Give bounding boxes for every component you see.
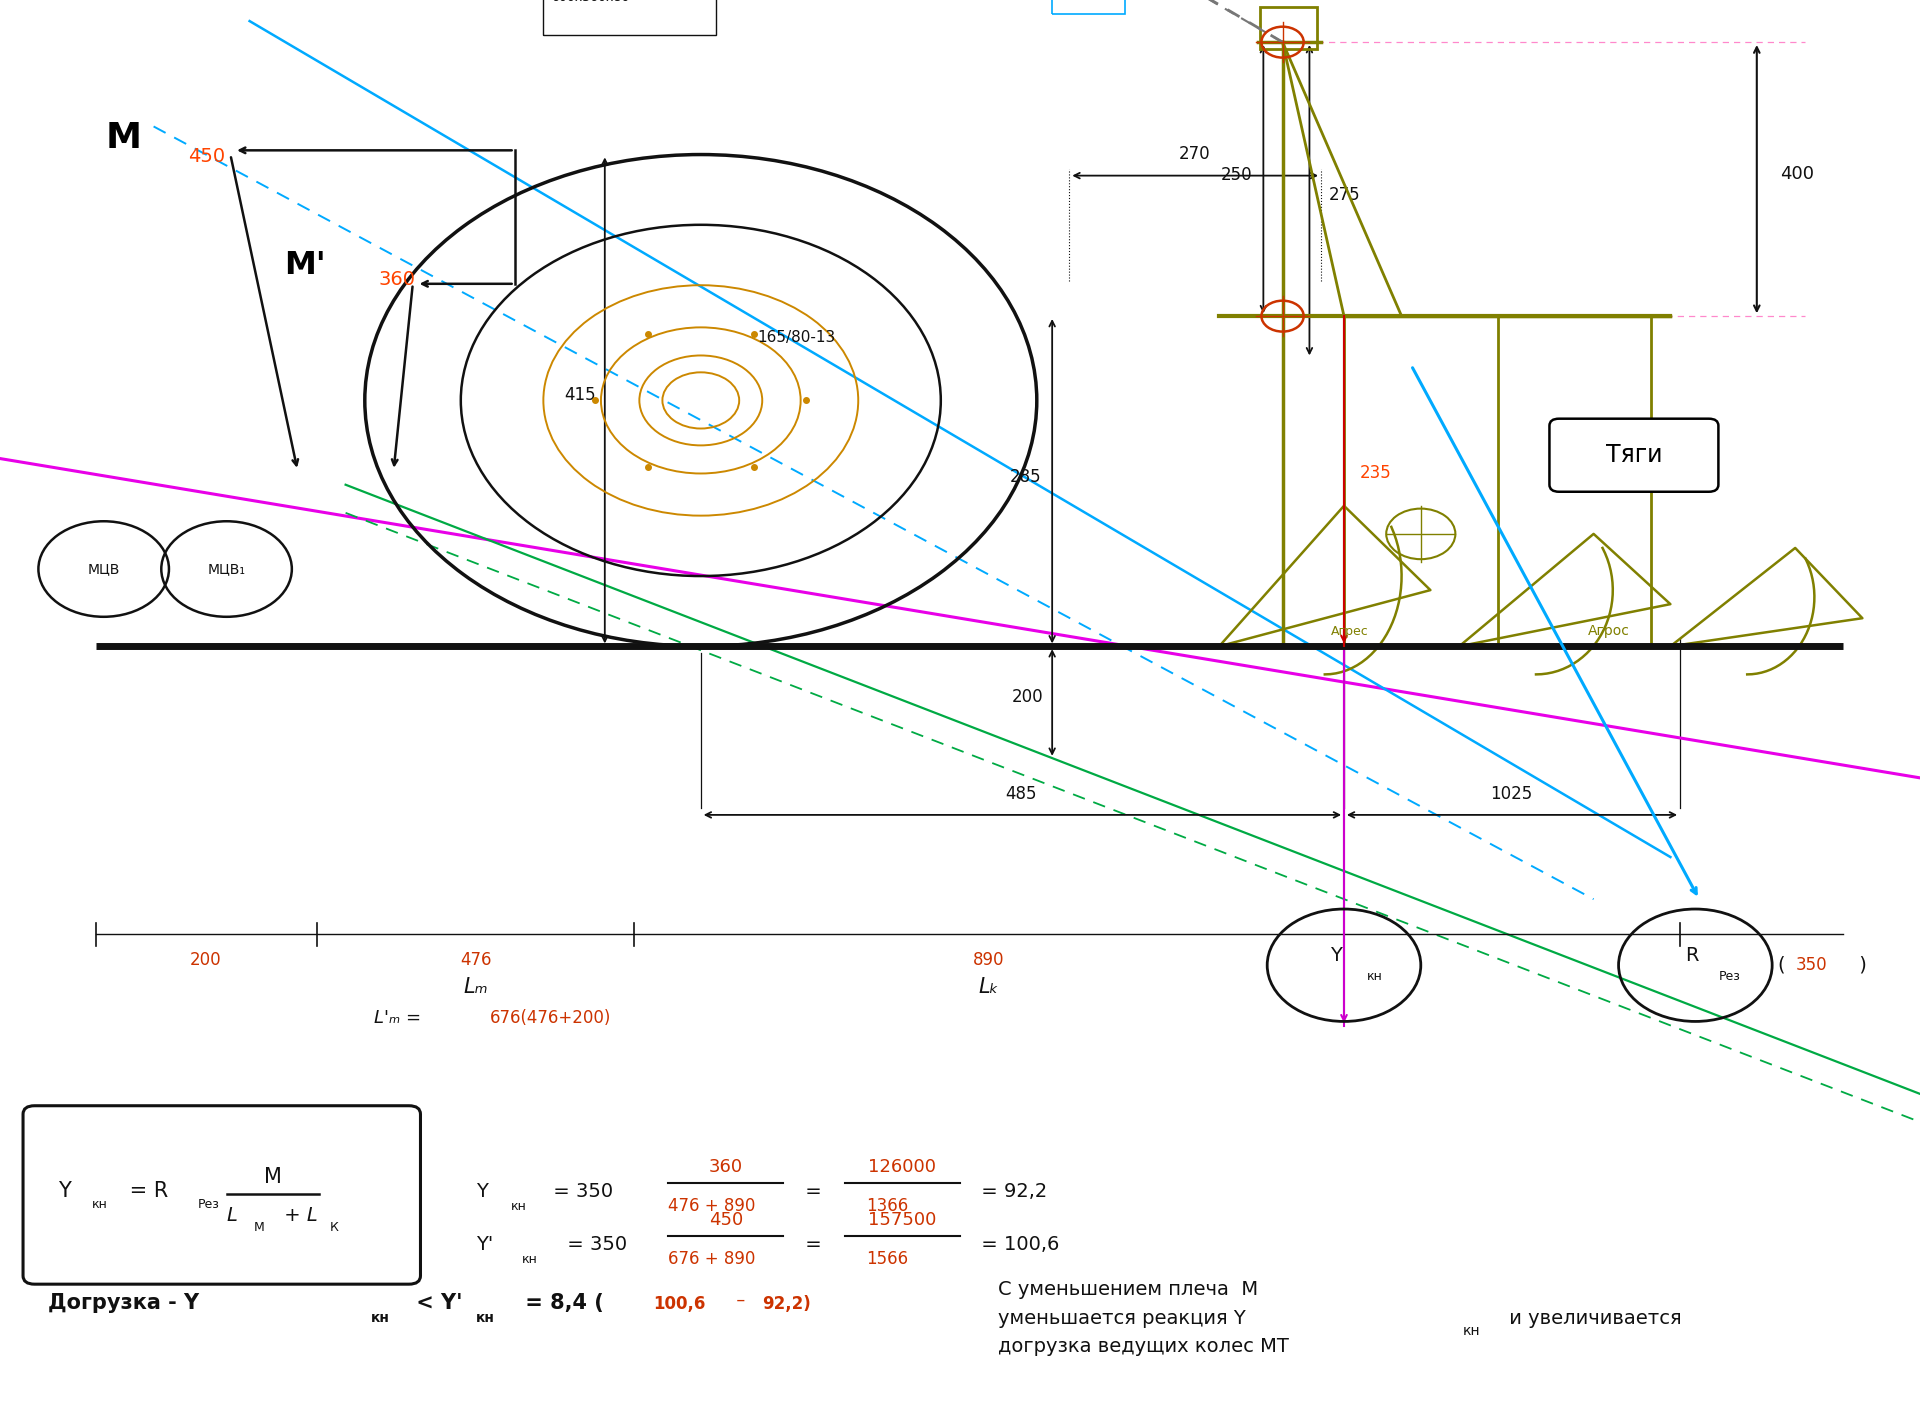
Text: (: ( (1778, 955, 1791, 975)
Text: 100,6: 100,6 (653, 1295, 705, 1314)
Text: 450: 450 (188, 146, 225, 166)
Text: 485: 485 (1006, 785, 1037, 804)
Text: Тяги: Тяги (1605, 443, 1663, 468)
Text: Lₘ: Lₘ (465, 978, 488, 998)
Text: 360: 360 (378, 270, 415, 289)
Text: = 92,2: = 92,2 (975, 1182, 1048, 1201)
Text: L'ₘ =: L'ₘ = (374, 1009, 428, 1027)
Text: 360: 360 (708, 1158, 743, 1176)
Text: 270: 270 (1179, 145, 1210, 163)
Bar (543, 0, 716, 35)
Text: Рез: Рез (198, 1198, 219, 1211)
Text: 235: 235 (1359, 464, 1392, 482)
Text: + L: + L (278, 1205, 319, 1225)
Text: МЦВ: МЦВ (88, 562, 119, 576)
Text: 350: 350 (1795, 957, 1826, 974)
Text: кн: кн (1367, 969, 1382, 984)
Text: 600x360x80: 600x360x80 (551, 0, 630, 4)
Text: =: = (799, 1235, 828, 1255)
Text: кн: кн (371, 1311, 390, 1325)
Text: кн: кн (476, 1311, 495, 1325)
Text: 476 + 890: 476 + 890 (668, 1197, 756, 1215)
Bar (1052, 0, 1125, 14)
Text: 92,2): 92,2) (762, 1295, 810, 1314)
Text: 676 + 890: 676 + 890 (668, 1250, 756, 1269)
Text: 415: 415 (564, 386, 595, 405)
Text: кн: кн (92, 1198, 108, 1211)
Text: Lₖ: Lₖ (979, 978, 998, 998)
Text: кн: кн (511, 1200, 526, 1213)
Text: 450: 450 (708, 1211, 743, 1229)
Text: 676(476+200): 676(476+200) (490, 1009, 611, 1027)
Text: < Y': < Y' (409, 1294, 463, 1314)
Text: M: M (106, 121, 142, 155)
Text: догрузка ведущих колес МТ: догрузка ведущих колес МТ (998, 1336, 1288, 1356)
Text: L: L (227, 1205, 238, 1225)
Text: Агрос: Агрос (1588, 624, 1630, 638)
Text: 1366: 1366 (866, 1197, 908, 1215)
Text: 200: 200 (190, 951, 221, 969)
Text: Агрес: Агрес (1331, 625, 1369, 638)
Text: 165/80-13: 165/80-13 (758, 330, 835, 344)
Text: ⁻: ⁻ (735, 1295, 745, 1314)
Text: M': M' (284, 250, 326, 281)
Text: 157500: 157500 (868, 1211, 937, 1229)
Text: Y: Y (1331, 946, 1342, 965)
Text: =: = (799, 1182, 828, 1201)
Bar (1260, 7, 1317, 49)
Text: = 8,4 (: = 8,4 ( (518, 1294, 605, 1314)
Text: Рез: Рез (1718, 969, 1740, 984)
Text: ): ) (1853, 955, 1866, 975)
Text: Y: Y (58, 1182, 71, 1201)
Text: 890: 890 (973, 951, 1004, 969)
Text: 400: 400 (1780, 166, 1814, 183)
Text: 200: 200 (1012, 688, 1043, 707)
Text: 285: 285 (1010, 468, 1041, 486)
Text: Y: Y (476, 1182, 488, 1201)
Text: МЦВ₁: МЦВ₁ (207, 562, 246, 576)
Text: R: R (1684, 946, 1699, 965)
FancyBboxPatch shape (1549, 419, 1718, 492)
FancyBboxPatch shape (23, 1106, 420, 1284)
Text: 275: 275 (1329, 185, 1359, 204)
Text: кн: кн (522, 1253, 538, 1266)
Text: = R: = R (123, 1182, 169, 1201)
Text: 476: 476 (461, 951, 492, 969)
Text: Y': Y' (476, 1235, 493, 1255)
Text: Догрузка - Y: Догрузка - Y (48, 1294, 200, 1314)
Text: 126000: 126000 (868, 1158, 937, 1176)
Text: = 100,6: = 100,6 (975, 1235, 1060, 1255)
Text: 250: 250 (1221, 166, 1252, 184)
Text: М: М (253, 1221, 265, 1234)
Text: = 350: = 350 (561, 1235, 626, 1255)
Text: и увеличивается: и увеличивается (1503, 1308, 1682, 1328)
Text: С уменьшением плеча  M: С уменьшением плеча M (998, 1280, 1258, 1300)
Text: уменьшается реакция Y: уменьшается реакция Y (998, 1308, 1246, 1328)
Text: К: К (330, 1221, 340, 1234)
Text: 1566: 1566 (866, 1250, 908, 1269)
Text: M: M (263, 1168, 282, 1187)
Text: = 350: = 350 (547, 1182, 612, 1201)
Text: кн: кн (1463, 1324, 1480, 1338)
Text: 1025: 1025 (1490, 785, 1532, 804)
